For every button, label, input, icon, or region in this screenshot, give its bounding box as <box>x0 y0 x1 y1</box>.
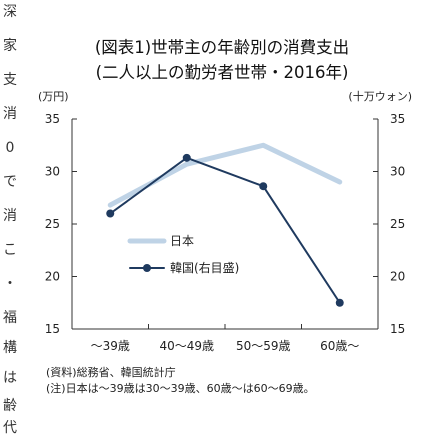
x-tick-label: ～39歳 <box>91 339 130 353</box>
chart-title-line-2: (二人以上の勤労者世帯・2016年) <box>95 63 349 82</box>
side-text-char: 構 <box>3 340 17 356</box>
side-text-char: 福 <box>3 310 17 326</box>
chart-title-line-1: (図表1)世帯主の年齢別の消費支出 <box>94 38 350 57</box>
side-text-char: こ <box>3 242 17 258</box>
side-text-char: 0 <box>5 140 15 156</box>
side-text-char: 家 <box>3 38 17 54</box>
y-left-tick-label: 20 <box>45 270 60 284</box>
series-point-1 <box>259 182 268 191</box>
legend-label-1: 韓国(右目盛) <box>170 260 239 275</box>
series-point-1 <box>182 153 191 162</box>
side-text-char: ・ <box>3 276 17 292</box>
chart-area: 15 20 25 30 35 15 20 25 30 35 (万円) (十万ウォン) ～39歳 40～49… <box>38 89 412 353</box>
y-right-unit: (十万ウォン) <box>348 89 412 103</box>
legend-marker-1 <box>143 264 151 272</box>
side-text-char: は <box>3 370 17 386</box>
chart-notes: (資料)総務省、韓国統計庁 (注)日本は～39歳は30～39歳、60歳～は60～… <box>46 365 426 397</box>
y-left-unit: (万円) <box>38 90 69 103</box>
y-left-tick-label: 35 <box>45 112 60 126</box>
side-text-char: で <box>3 174 17 190</box>
side-text-char: 支 <box>3 72 17 88</box>
y-right-tick-label: 35 <box>390 112 405 126</box>
x-tick-label: 60歳～ <box>320 339 359 353</box>
legend-label-0: 日本 <box>170 234 194 248</box>
footnote: (注)日本は～39歳は30～39歳、60歳～は60～69歳。 <box>46 382 315 395</box>
side-text-char: 消 <box>3 106 17 122</box>
x-tick-label: 40～49歳 <box>159 339 214 353</box>
y-left-tick-label: 30 <box>45 165 60 179</box>
side-text-char: 齢 <box>3 398 17 414</box>
side-text-char: 深 <box>3 4 17 20</box>
y-left-tick-label: 25 <box>45 217 60 231</box>
y-right-tick-label: 15 <box>390 322 405 336</box>
series-point-1 <box>335 298 344 307</box>
y-left-tick-label: 15 <box>45 322 60 336</box>
series-line-0 <box>107 142 343 208</box>
y-right-tick-label: 30 <box>390 165 405 179</box>
x-tick-label: 50～59歳 <box>236 339 291 353</box>
series-point-1 <box>106 209 115 218</box>
source-note: (資料)総務省、韓国統計庁 <box>46 366 176 379</box>
side-text-char: 消 <box>3 208 17 224</box>
y-right-tick-label: 20 <box>390 270 405 284</box>
y-right-tick-label: 25 <box>390 217 405 231</box>
series-line-1 <box>109 156 341 304</box>
